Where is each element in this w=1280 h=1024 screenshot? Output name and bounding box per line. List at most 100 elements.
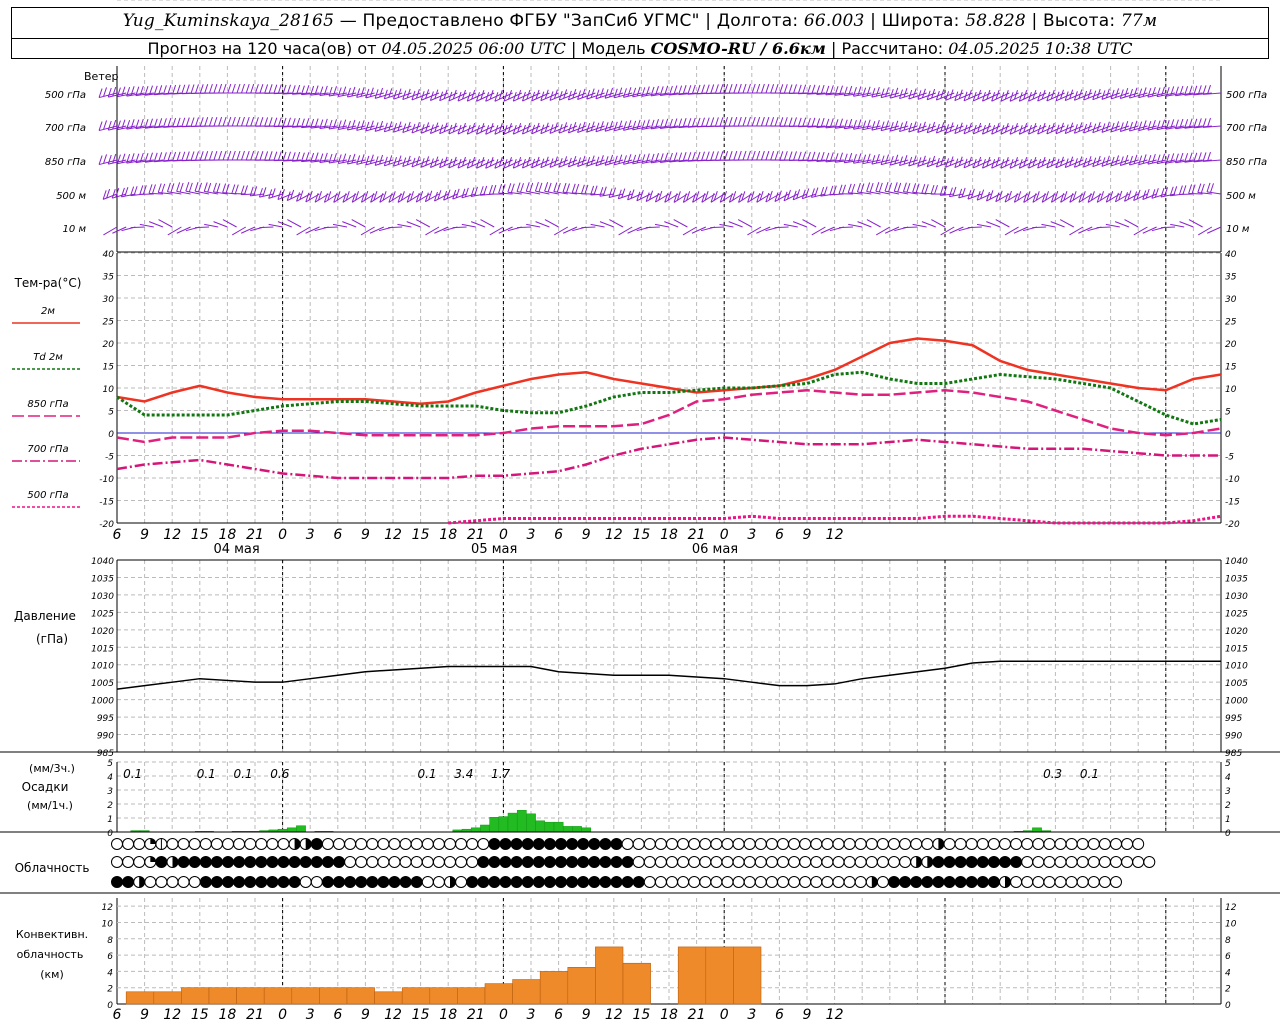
wind-barb xyxy=(305,226,320,234)
wind-barb xyxy=(783,193,799,202)
wind-barb-feather xyxy=(783,191,788,201)
wind-barb-feather xyxy=(452,89,457,100)
wind-barb-feather xyxy=(208,83,213,94)
wind-barb-feather xyxy=(415,89,420,99)
wind-barb-feather xyxy=(1041,122,1046,133)
cloud-cover-circle xyxy=(743,876,756,888)
model-label: | Модель xyxy=(570,39,646,58)
wind-barb-feather xyxy=(613,155,618,165)
x-tick-label: 3 xyxy=(527,1007,536,1023)
precip-tick-right: 5 xyxy=(1225,759,1231,769)
wind-barb-feather xyxy=(291,85,296,95)
cloud-cover-circle xyxy=(799,838,812,850)
wind-barb xyxy=(121,193,136,198)
wind-barb-feather xyxy=(636,86,641,97)
cloud-cover-circle xyxy=(588,876,601,888)
wind-barb-feather xyxy=(848,118,853,129)
wind-barb xyxy=(108,125,127,131)
wind-barb-feather xyxy=(364,191,369,201)
wind-barb xyxy=(415,219,431,228)
wind-barb-feather xyxy=(1114,192,1119,203)
wind-barb-feather xyxy=(194,182,199,192)
cloud-cover-circle xyxy=(133,838,146,850)
wind-barb-feather xyxy=(369,120,374,130)
precip-bar xyxy=(480,824,490,833)
wind-barb xyxy=(857,221,872,228)
wind-barb-feather xyxy=(179,182,184,193)
wind-barb-feather xyxy=(618,154,623,164)
cloud-cover-circle xyxy=(521,876,534,888)
wind-barb-feather xyxy=(889,155,894,166)
wind-barb-feather xyxy=(383,156,388,166)
wind-barb-feather xyxy=(107,154,112,165)
wind-barb-feather xyxy=(264,84,269,94)
wind-barb-feather xyxy=(485,159,490,169)
wind-barb-feather xyxy=(443,190,448,201)
wind-barb-feather xyxy=(977,156,982,167)
wind-barb-feather xyxy=(976,191,981,201)
wind-barb xyxy=(117,159,136,165)
temp-tick-right: 5 xyxy=(1225,408,1231,418)
wind-barb-feather xyxy=(521,158,526,169)
wind-barb-feather xyxy=(742,116,747,127)
wind-barb-feather xyxy=(584,184,589,195)
wind-barb-feather xyxy=(402,90,407,100)
wind-barb-feather xyxy=(811,84,816,94)
wind-barb-feather xyxy=(1207,84,1211,95)
x-tick-label: 9 xyxy=(361,1007,370,1023)
cloud-cover-circle xyxy=(843,838,856,850)
wind-barb-feather xyxy=(825,118,830,129)
x-tick-label: 21 xyxy=(467,1007,485,1023)
cloud-cover-circle xyxy=(543,856,556,868)
wind-barb-feather xyxy=(713,191,718,201)
wind-barb-feather xyxy=(406,88,411,99)
wind-barb-feather xyxy=(986,122,991,133)
precip-tick-left: 0 xyxy=(107,829,113,839)
wind-barb-feather xyxy=(931,121,936,132)
precip-bar xyxy=(516,810,527,833)
cloud-cover-circle xyxy=(288,856,301,868)
wind-barb xyxy=(747,226,762,236)
wind-barb-feather xyxy=(816,85,821,95)
cloud-cover-circle xyxy=(810,876,823,888)
wind-barb xyxy=(853,159,872,164)
wind-barb-feather xyxy=(1109,191,1114,201)
wind-barb-feather xyxy=(802,117,807,127)
wind-barb xyxy=(1050,221,1065,228)
wind-barb-feather xyxy=(393,157,398,167)
wind-barb-feather xyxy=(751,150,756,161)
wind-barb xyxy=(976,223,992,228)
wind-barb-feather xyxy=(172,84,177,95)
wind-barb-feather xyxy=(756,193,761,203)
wind-barb-feather xyxy=(1142,154,1147,164)
precip-bar xyxy=(572,826,582,833)
wind-barb-feather xyxy=(995,192,1000,202)
wind-barb-feather xyxy=(1073,91,1078,101)
cloud-cover-circle xyxy=(943,856,956,868)
x-tick-label: 6 xyxy=(113,1007,122,1023)
wind-barb-feather xyxy=(176,151,181,161)
wind-barb-feather xyxy=(1156,87,1161,97)
wind-barb-feather xyxy=(655,153,659,163)
wind-barb xyxy=(108,92,127,98)
cloud-cover-circle xyxy=(388,876,401,888)
cloud-cover-circle xyxy=(233,856,246,868)
wind-barb-feather xyxy=(832,185,837,195)
wind-barb-feather xyxy=(452,189,457,200)
wind-barb-feather xyxy=(382,191,387,201)
wind-barb xyxy=(623,92,642,98)
x-tick-label: 21 xyxy=(246,1007,264,1023)
wind-barb-feather xyxy=(346,154,351,165)
cloud-cover-circle xyxy=(1054,876,1067,888)
wind-barb-feather xyxy=(788,84,793,94)
wind-barb xyxy=(544,219,559,228)
wind-barb-feather xyxy=(1032,122,1037,133)
wind-barb-feather xyxy=(931,88,936,99)
wind-barb-feather xyxy=(300,118,305,128)
wind-barb-feather xyxy=(655,119,659,129)
wind-barb-feather xyxy=(935,123,940,134)
wind-barb xyxy=(875,226,891,236)
wind-barb xyxy=(650,125,670,130)
cloud-cover-circle xyxy=(699,838,712,850)
x-tick-label: 6 xyxy=(113,527,122,543)
